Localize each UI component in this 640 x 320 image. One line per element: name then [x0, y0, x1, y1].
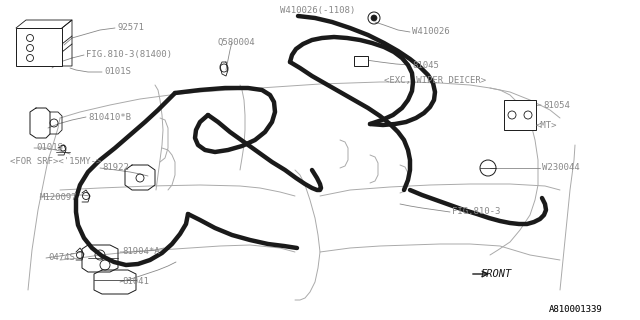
Text: <EXC, WIPER DEICER>: <EXC, WIPER DEICER>: [384, 76, 486, 84]
Text: W410026(-1108): W410026(-1108): [280, 5, 355, 14]
Text: 0101S: 0101S: [104, 68, 131, 76]
Text: M120097: M120097: [40, 193, 77, 202]
Text: 0101S: 0101S: [36, 143, 63, 153]
Bar: [16, 28, 62, 66]
Text: 81904*A: 81904*A: [122, 247, 159, 257]
Text: 92571: 92571: [118, 23, 145, 33]
Text: FIG.810-3(81400): FIG.810-3(81400): [86, 51, 172, 60]
Bar: [354, 56, 368, 66]
Text: 81054: 81054: [543, 100, 570, 109]
Text: <FOR SRF><'15MY->: <FOR SRF><'15MY->: [10, 156, 101, 165]
Text: 0474S: 0474S: [48, 253, 75, 262]
Text: <MT>: <MT>: [536, 122, 557, 131]
Text: 810410*B: 810410*B: [88, 113, 131, 122]
Text: 81041: 81041: [122, 277, 149, 286]
Text: A810001339: A810001339: [549, 305, 603, 314]
Text: A810001339: A810001339: [549, 305, 603, 314]
Text: 81045: 81045: [412, 60, 439, 69]
Text: W230044: W230044: [542, 164, 580, 172]
Text: 81922: 81922: [102, 164, 129, 172]
Text: FIG.810-3: FIG.810-3: [452, 207, 500, 217]
Text: W410026: W410026: [412, 28, 450, 36]
Bar: [504, 100, 536, 130]
Text: Q580004: Q580004: [218, 37, 255, 46]
Circle shape: [371, 15, 377, 21]
Text: FRONT: FRONT: [481, 269, 512, 279]
